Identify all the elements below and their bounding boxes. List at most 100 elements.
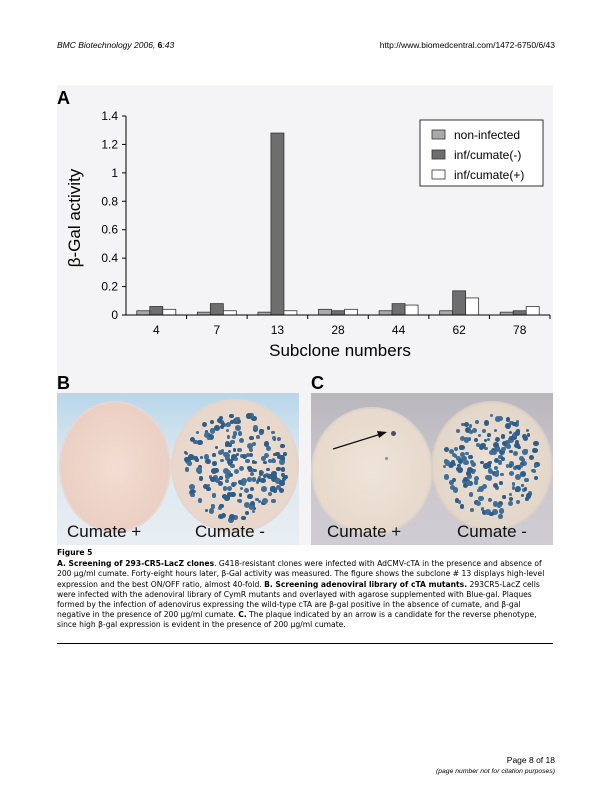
plaque-dot: [473, 475, 480, 482]
plaque-dot: [249, 486, 255, 492]
plaque-dot: [230, 491, 236, 497]
plaque-dot: [218, 513, 224, 520]
plaque-dot: [246, 413, 252, 419]
plaque-dot: [259, 429, 264, 434]
header-url[interactable]: http://www.biomedcentral.com/1472-6750/6…: [379, 40, 555, 50]
photo-b-left-label: Cumate +: [67, 522, 142, 541]
bar: [452, 290, 467, 316]
plaque-dot: [187, 461, 192, 466]
x-tick-label: 7: [214, 323, 221, 337]
plaque-dot: [271, 471, 277, 477]
bar: [270, 132, 285, 316]
plaque-dot: [205, 509, 209, 513]
plaque-dot: [232, 434, 237, 439]
plaque-dot: [276, 485, 282, 491]
plaque-dot: [249, 435, 254, 441]
plaque-dot: [498, 481, 503, 486]
plaque-dot: [492, 501, 499, 507]
plaque-dot: [264, 453, 270, 459]
plaque-dot: [449, 480, 454, 485]
plaque-dot: [508, 470, 514, 476]
x-tick-label: 4: [153, 323, 160, 337]
plaque-dot: [234, 468, 240, 474]
bar: [378, 310, 393, 316]
plaque-dot: [525, 428, 529, 432]
plaque-dot: [225, 455, 231, 461]
plaque-dot: [467, 467, 474, 474]
bar: [162, 308, 177, 316]
plaque-dot: [224, 495, 230, 501]
plaque-dot: [534, 475, 539, 480]
plaque-dot: [505, 417, 511, 422]
plaque-dot: [209, 428, 216, 434]
plaque-dot: [249, 501, 256, 507]
plaque-dot: [193, 439, 198, 444]
plaque-dot: [444, 459, 449, 464]
plaque-dot: [532, 469, 537, 474]
plaque-dot: [245, 453, 250, 457]
plaque-dot: [214, 468, 219, 473]
photo-c-right-label: Cumate -: [457, 522, 527, 541]
plaque-dot: [222, 468, 229, 474]
caption-a-title: A. Screening of 293-CR5-LacZ clones: [57, 559, 215, 569]
plaque-dot: [466, 481, 472, 487]
plaque-dot: [268, 491, 273, 496]
plaque-dot: [197, 440, 203, 446]
plaque-dot: [493, 429, 497, 433]
plaque-dot: [483, 438, 488, 443]
plaque-dot: [497, 460, 503, 465]
bar: [283, 310, 298, 316]
plaque-dot: [493, 472, 499, 477]
plaque-dot: [247, 493, 253, 500]
plaque-dot: [512, 486, 516, 490]
legend-label: non-infected: [454, 128, 520, 142]
bar: [525, 306, 540, 316]
x-tick-label: 62: [452, 323, 466, 337]
caption-divider: [57, 643, 553, 644]
y-axis: 0 0.2 0.4 0.6 0.8 1 1.2 1.4: [101, 109, 127, 322]
plaque-dot: [210, 504, 216, 509]
plaque-dot: [498, 455, 503, 460]
plaque-dot: [247, 465, 252, 471]
plaque-dot: [253, 460, 258, 465]
figure-label: Figure 5: [57, 548, 93, 557]
plaque-dot: [217, 417, 223, 423]
plaque-dot: [225, 478, 230, 483]
y-axis-label: β-Gal activity: [65, 168, 84, 267]
petri-dish-cumate-minus: [431, 401, 553, 531]
plaque-dot: [478, 486, 484, 493]
plaque-dot: [206, 487, 211, 492]
plaque-dot: [229, 473, 234, 478]
plaque-dot: [250, 472, 255, 477]
plaque-dot: [219, 424, 225, 430]
plaque-dot: [505, 440, 511, 446]
plaque-dot: [235, 425, 241, 432]
plaque-dot: [471, 427, 477, 433]
plaque-dot: [484, 509, 491, 515]
plaque-dot: [215, 478, 220, 483]
panel-label-c: C: [311, 373, 324, 393]
y-tick-label: 1: [111, 166, 118, 180]
plaque-dot: [251, 460, 256, 464]
photo-b-right-label: Cumate -: [195, 522, 265, 541]
plaque-dot: [247, 477, 252, 482]
plaque-dot: [208, 508, 214, 514]
bar: [465, 297, 480, 316]
plaque-dot: [271, 430, 275, 434]
plaque-dot: [267, 459, 272, 464]
plaque-dot: [238, 493, 242, 497]
figure-caption: Figure 5 A. Screening of 293-CR5-LacZ cl…: [57, 548, 553, 631]
plaque-dot: [519, 455, 525, 461]
plaque-dot: [514, 464, 520, 470]
plaque-dot: [465, 452, 469, 456]
plaque-dot: [498, 503, 503, 507]
plaque-dot: [486, 474, 493, 481]
plaque-dot: [465, 478, 470, 484]
plaque-dot: [211, 492, 217, 498]
caption-c-text: The plaque indicated by an arrow is a ca…: [57, 610, 537, 630]
plaque-dot: [468, 454, 474, 460]
plaque-dot: [230, 464, 235, 469]
caption-b-text: 293CR5-LacZ cells were infected with the…: [57, 579, 540, 620]
plaque-dot: [523, 487, 528, 492]
plaque-dot: [219, 415, 224, 420]
